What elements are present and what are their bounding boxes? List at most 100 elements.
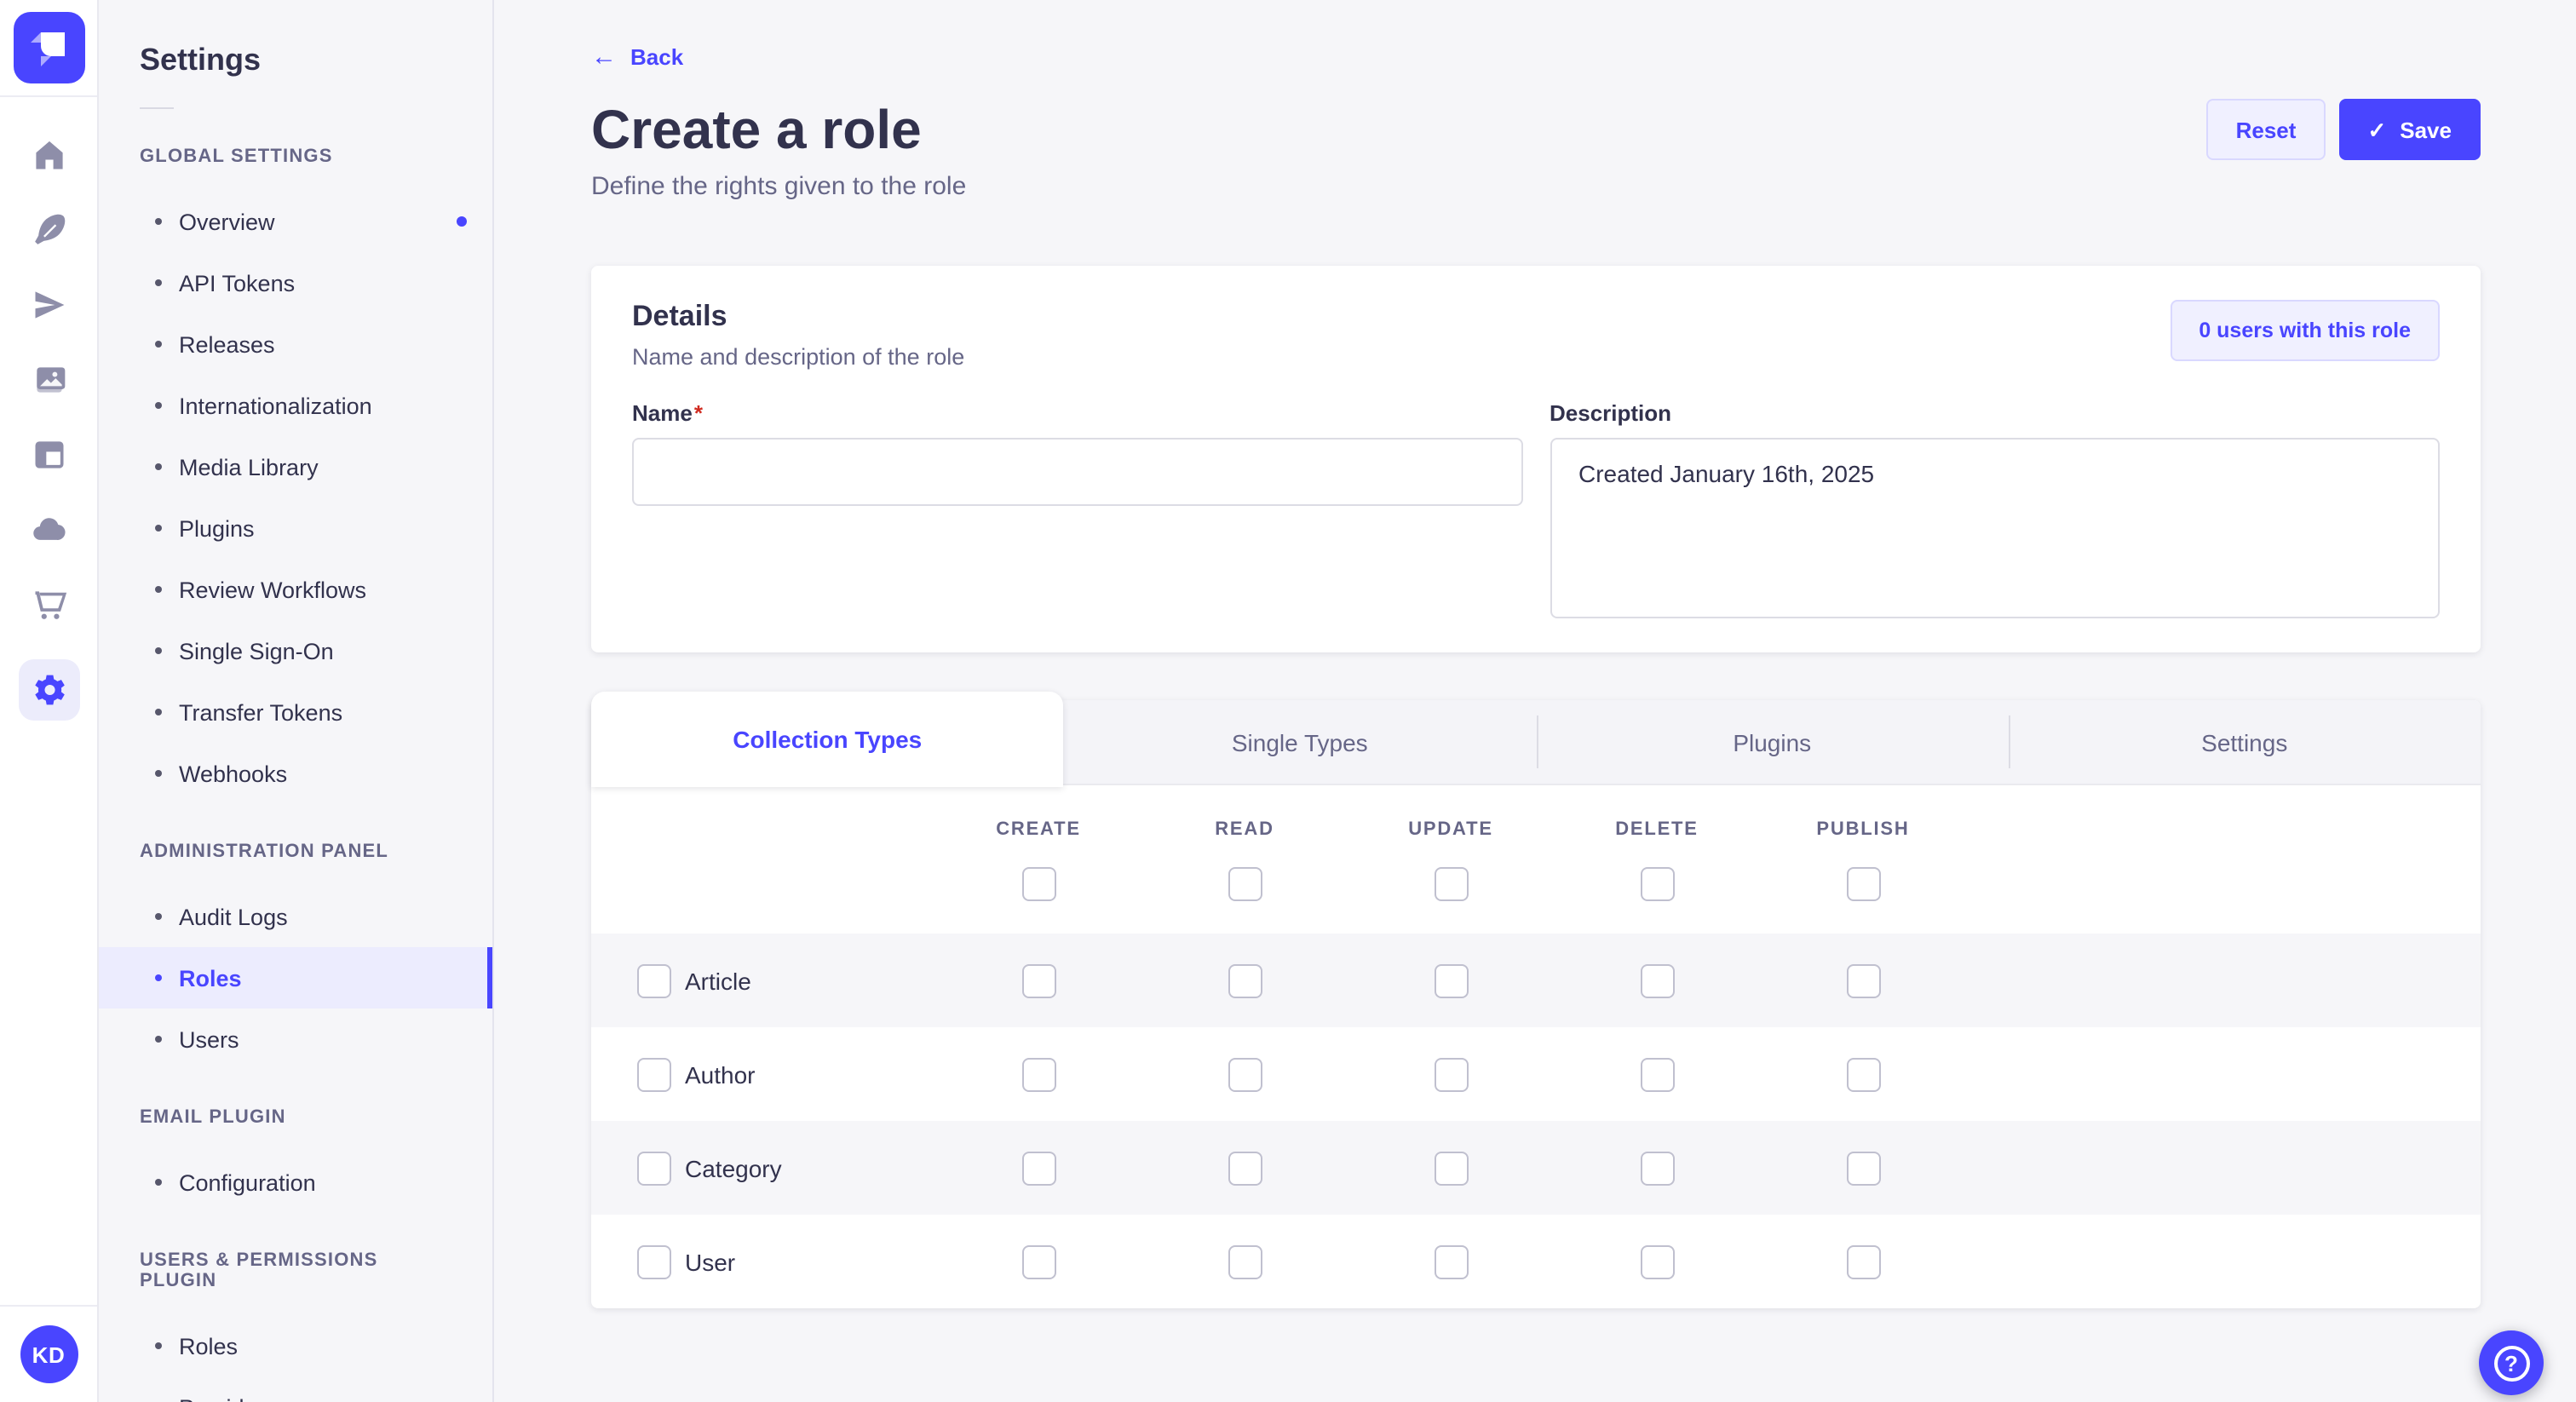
content-type-label: Author <box>685 1060 756 1088</box>
subnav-item[interactable]: Webhooks <box>99 743 492 804</box>
reset-button[interactable]: Reset <box>2206 99 2326 160</box>
bullet-dot-icon <box>155 525 162 531</box>
subnav-item[interactable]: Providers <box>99 1376 492 1402</box>
permission-checkbox-delete[interactable] <box>1640 963 1674 997</box>
permission-column-label: CREATE <box>996 819 1081 839</box>
permission-checkbox-create[interactable] <box>1021 963 1055 997</box>
select-row-checkbox[interactable] <box>637 963 671 997</box>
bullet-dot-icon <box>155 647 162 654</box>
select-row-checkbox[interactable] <box>637 1244 671 1278</box>
tab-label: Collection Types <box>733 726 923 753</box>
subnav-item[interactable]: Users <box>99 1008 492 1070</box>
permission-checkbox-update[interactable] <box>1434 1151 1468 1185</box>
subnav-item-label: Audit Logs <box>179 904 288 929</box>
select-row-checkbox[interactable] <box>637 1057 671 1091</box>
logo-cell <box>0 0 97 97</box>
select-all-column-checkbox[interactable] <box>1640 866 1674 900</box>
bullet-dot-icon <box>155 770 162 777</box>
role-name-input[interactable] <box>632 438 1522 506</box>
subnav-divider <box>140 107 174 109</box>
subnav-item[interactable]: Audit Logs <box>99 886 492 947</box>
permission-checkbox-update[interactable] <box>1434 1244 1468 1278</box>
subnav-item[interactable]: Internationalization <box>99 375 492 436</box>
row-header-cell: Author <box>591 1057 935 1091</box>
permissions-tab[interactable]: Single Types <box>1064 700 1537 784</box>
permission-checkbox-update[interactable] <box>1434 963 1468 997</box>
users-with-role-button[interactable]: 0 users with this role <box>2170 300 2440 361</box>
user-avatar[interactable]: KD <box>20 1325 78 1383</box>
content-type-label: User <box>685 1248 736 1275</box>
subnav-item[interactable]: Overview <box>99 191 492 252</box>
media-library-icon[interactable] <box>28 359 69 400</box>
content-type-builder-send-icon[interactable] <box>28 284 69 325</box>
subnav-item[interactable]: Roles <box>99 1315 492 1376</box>
save-button[interactable]: ✓ Save <box>2338 99 2481 160</box>
permission-column-label: UPDATE <box>1408 819 1493 839</box>
subnav-item-label: Releases <box>179 331 275 357</box>
permission-checkbox-delete[interactable] <box>1640 1244 1674 1278</box>
settings-gear-active-pill[interactable] <box>18 659 79 721</box>
layout-icon[interactable] <box>28 434 69 475</box>
strapi-logo[interactable] <box>13 12 84 83</box>
permission-column-label: READ <box>1215 819 1274 839</box>
cloud-icon[interactable] <box>28 509 69 550</box>
permission-column-header: PUBLISH <box>1760 785 1966 934</box>
subnav-item[interactable]: Single Sign-On <box>99 620 492 681</box>
gear-icon <box>34 675 64 705</box>
bullet-dot-icon <box>155 586 162 593</box>
select-all-column-checkbox[interactable] <box>1228 866 1262 900</box>
section-title: ADMINISTRATION PANEL <box>140 842 389 862</box>
back-link[interactable]: ← Back <box>591 44 683 70</box>
subnav-item-label: Internationalization <box>179 393 372 418</box>
permission-checkbox-publish[interactable] <box>1846 1244 1880 1278</box>
subnav-section-email-plugin: EMAIL PLUGIN Configuration <box>99 1107 492 1213</box>
permissions-tab[interactable]: Collection Types <box>591 692 1064 787</box>
permission-checkbox-publish[interactable] <box>1846 1057 1880 1091</box>
permissions-tab[interactable]: Settings <box>2008 700 2481 784</box>
permission-checkbox-read[interactable] <box>1228 1057 1262 1091</box>
permissions-header-row: CREATE READ UPDATE DELETE <box>591 785 2481 934</box>
permission-row: Article <box>591 934 2481 1027</box>
permission-checkbox-create[interactable] <box>1021 1151 1055 1185</box>
permission-checkbox-create[interactable] <box>1021 1244 1055 1278</box>
permission-checkbox-read[interactable] <box>1228 1244 1262 1278</box>
subnav-title: Settings <box>140 43 262 77</box>
section-title: EMAIL PLUGIN <box>140 1107 286 1128</box>
permission-checkbox-delete[interactable] <box>1640 1057 1674 1091</box>
permission-column-label: PUBLISH <box>1816 819 1910 839</box>
row-header-cell: User <box>591 1244 935 1278</box>
permissions-tab[interactable]: Plugins <box>1536 700 2009 784</box>
permission-column-header: DELETE <box>1554 785 1760 934</box>
subnav-item[interactable]: Releases <box>99 313 492 375</box>
subnav-item[interactable]: API Tokens <box>99 252 492 313</box>
select-all-column-checkbox[interactable] <box>1846 866 1880 900</box>
permission-checkbox-read[interactable] <box>1228 963 1262 997</box>
role-description-textarea[interactable]: Created January 16th, 2025 <box>1550 438 2440 618</box>
select-row-checkbox[interactable] <box>637 1151 671 1185</box>
marketplace-cart-icon[interactable] <box>28 584 69 625</box>
subnav-item[interactable]: Review Workflows <box>99 559 492 620</box>
permission-checkbox-delete[interactable] <box>1640 1151 1674 1185</box>
subnav-item[interactable]: Plugins <box>99 497 492 559</box>
subnav-item[interactable]: Transfer Tokens <box>99 681 492 743</box>
permission-checkbox-read[interactable] <box>1228 1151 1262 1185</box>
permission-checkbox-create[interactable] <box>1021 1057 1055 1091</box>
check-icon: ✓ <box>2367 117 2387 142</box>
help-button[interactable]: ? <box>2479 1330 2544 1395</box>
select-all-column-checkbox[interactable] <box>1021 866 1055 900</box>
permission-checkbox-publish[interactable] <box>1846 1151 1880 1185</box>
select-all-column-checkbox[interactable] <box>1434 866 1468 900</box>
content-manager-feather-icon[interactable] <box>28 210 69 250</box>
details-header-text: Details Name and description of the role <box>632 300 964 370</box>
bullet-dot-icon <box>155 279 162 286</box>
permission-checkbox-publish[interactable] <box>1846 963 1880 997</box>
subnav-item[interactable]: Media Library <box>99 436 492 497</box>
tab-label: Settings <box>2201 728 2288 756</box>
permission-checkbox-update[interactable] <box>1434 1057 1468 1091</box>
permission-row: User <box>591 1215 2481 1308</box>
subnav-item[interactable]: Configuration <box>99 1152 492 1213</box>
subnav-item[interactable]: Roles <box>99 947 492 1008</box>
rail-footer: KD <box>0 1305 97 1402</box>
home-icon[interactable] <box>28 135 69 175</box>
